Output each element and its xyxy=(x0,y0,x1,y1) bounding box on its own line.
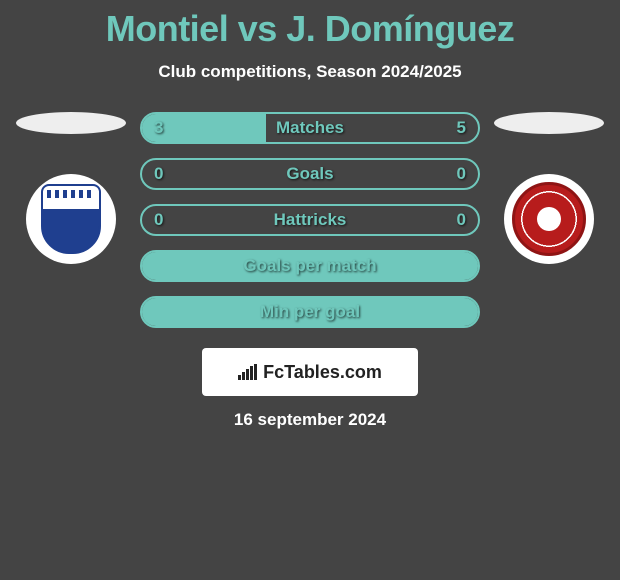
brand-label: FcTables.com xyxy=(263,362,382,383)
stat-row: 0 Goals 0 xyxy=(140,158,480,190)
right-player-photo xyxy=(494,112,604,134)
stat-right-value: 5 xyxy=(457,118,466,138)
left-club-badge xyxy=(26,174,116,264)
stat-right-value: 0 xyxy=(457,164,466,184)
stat-left-value: 3 xyxy=(154,118,163,138)
toluca-shield-icon xyxy=(512,182,586,256)
chart-icon xyxy=(238,364,257,380)
left-player-photo xyxy=(16,112,126,134)
stat-left-value: 0 xyxy=(154,164,163,184)
stat-row: 3 Matches 5 xyxy=(140,112,480,144)
stat-label: Goals per match xyxy=(243,256,376,276)
date-line: 16 september 2024 xyxy=(0,410,620,430)
brand-logo[interactable]: FcTables.com xyxy=(202,348,418,396)
stat-left-value: 0 xyxy=(154,210,163,230)
left-side xyxy=(16,112,126,264)
stat-label: Goals xyxy=(286,164,333,184)
stats-column: 3 Matches 5 0 Goals 0 0 Hattricks 0 Goals per mat… xyxy=(140,112,480,328)
page-title: Montiel vs J. Domínguez xyxy=(0,8,620,50)
pachuca-shield-icon xyxy=(41,184,101,254)
page-subtitle: Club competitions, Season 2024/2025 xyxy=(0,62,620,82)
stat-row: Goals per match xyxy=(140,250,480,282)
comparison-card: Montiel vs J. Domínguez Club competition… xyxy=(0,0,620,430)
right-side xyxy=(494,112,604,264)
right-club-badge xyxy=(504,174,594,264)
stat-row: 0 Hattricks 0 xyxy=(140,204,480,236)
stat-label: Matches xyxy=(276,118,344,138)
stat-right-value: 0 xyxy=(457,210,466,230)
stat-row: Min per goal xyxy=(140,296,480,328)
stat-label: Hattricks xyxy=(274,210,347,230)
main-row: 3 Matches 5 0 Goals 0 0 Hattricks 0 Goals per mat… xyxy=(0,112,620,328)
stat-label: Min per goal xyxy=(260,302,360,322)
